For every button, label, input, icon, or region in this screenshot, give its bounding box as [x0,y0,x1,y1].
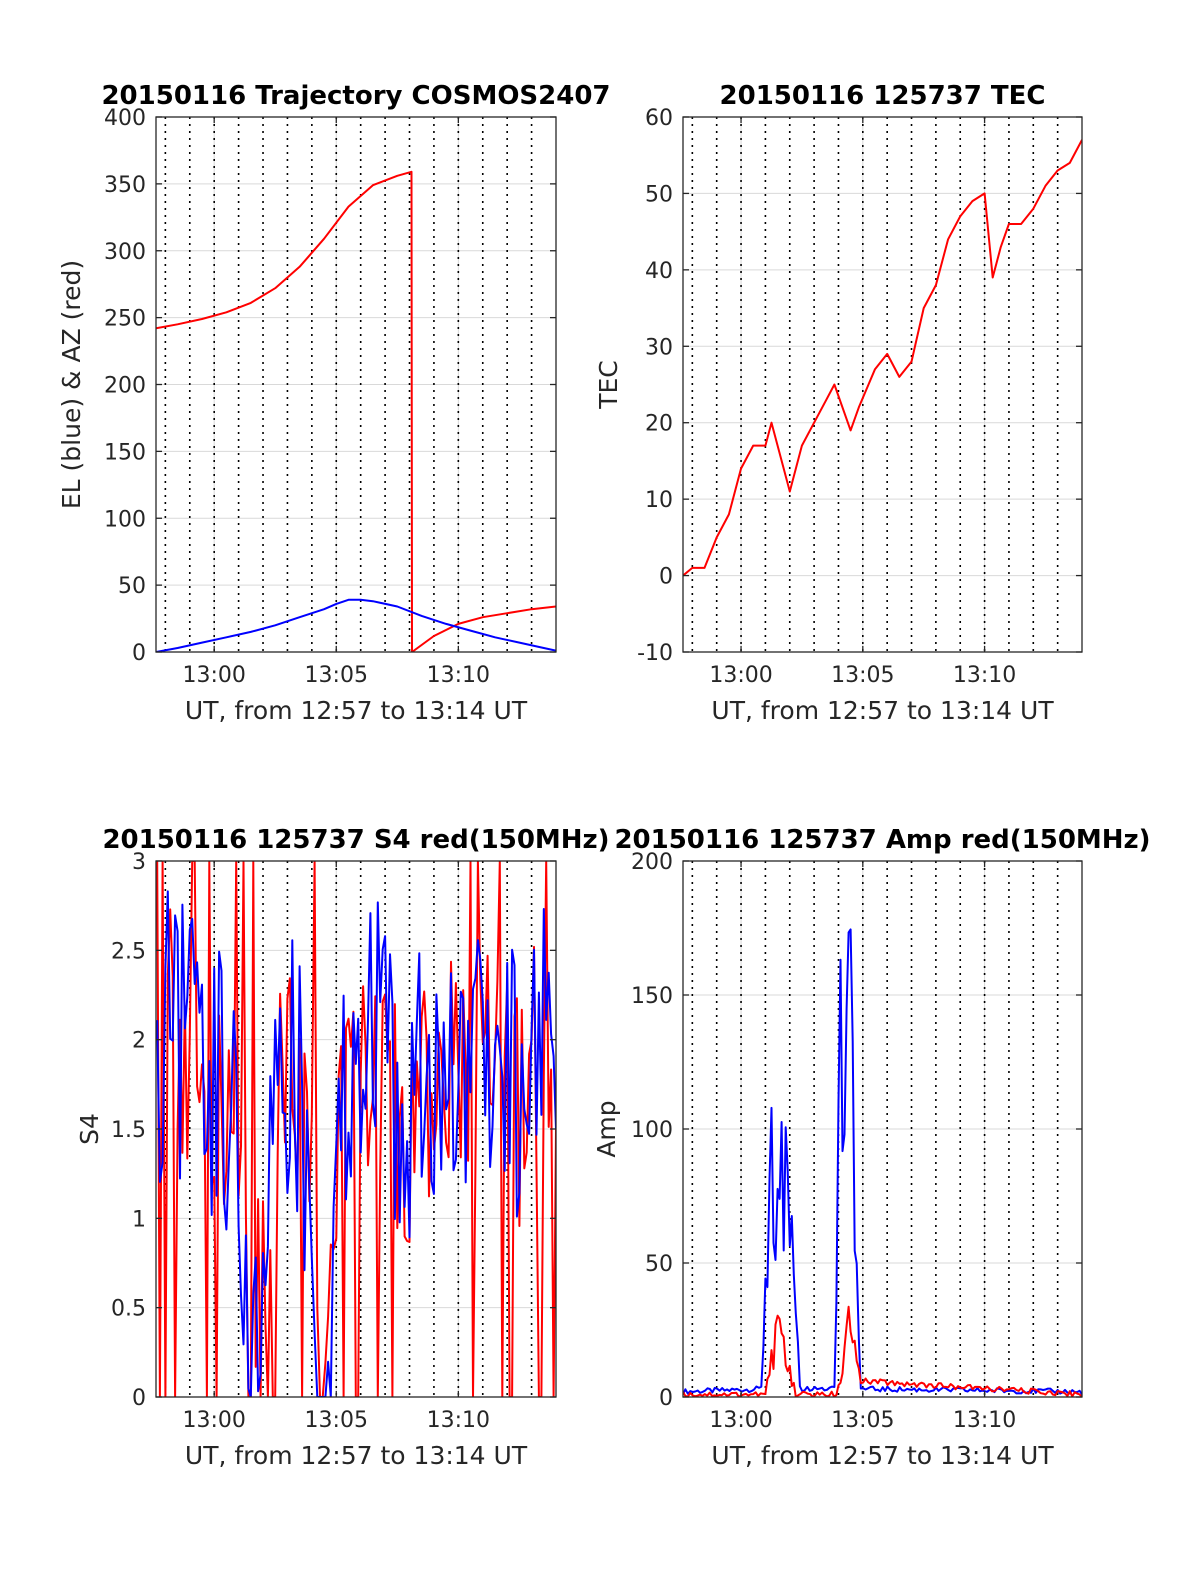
y-tick-label: 300 [104,240,146,265]
chart-title: 20150116 125737 TEC [720,81,1046,111]
y-tick-label: 50 [118,574,146,599]
y-tick-label: 200 [104,374,146,399]
x-tick-label: 13:00 [182,663,245,688]
y-tick-label: 2.5 [111,939,146,964]
x-tick-label: 13:10 [953,1408,1016,1433]
x-tick-label: 13:05 [831,1408,894,1433]
y-tick-label: 150 [631,984,673,1009]
y-tick-label: 0 [132,1386,146,1411]
chart-panel: 0 0.5 1 1.5 2 2.5 3 13:00 13:05 13:10 UT, from 12:… [75,825,610,1470]
y-tick-label: 2 [132,1029,146,1054]
series-blue-line [156,598,556,652]
y-tick-label: 350 [104,173,146,198]
y-tick-label: 3 [132,850,146,875]
x-tick-label: 13:10 [427,663,490,688]
y-axis-label: TEC [594,360,623,410]
x-axis-label: UT, from 12:57 to 13:14 UT [711,1441,1054,1470]
chart-title: 20150116 125737 S4 red(150MHz) [102,825,609,855]
x-axis-label: UT, from 12:57 to 13:14 UT [185,696,528,725]
y-tick-label: 10 [645,488,673,513]
y-tick-label: 250 [104,307,146,332]
plot-area [683,928,1082,1397]
x-tick-label: 13:05 [305,1408,368,1433]
y-tick-label: 0 [659,1386,673,1411]
chart-title: 20150116 125737 Amp red(150MHz) [614,825,1150,855]
x-tick-label: 13:00 [709,663,772,688]
y-tick-label: 100 [104,507,146,532]
series-red-line [156,170,556,652]
series-red-line [683,1305,1082,1397]
y-tick-label: 1.5 [111,1118,146,1143]
x-axis-label: UT, from 12:57 to 13:14 UT [711,696,1054,725]
y-axis-label: EL (blue) & AZ (red) [57,260,86,509]
x-tick-label: 13:00 [182,1408,245,1433]
y-axis-label: S4 [75,1113,104,1145]
y-tick-label: 0.5 [111,1297,146,1322]
x-tick-label: 13:05 [831,663,894,688]
y-tick-label: 0 [132,641,146,666]
x-tick-label: 13:00 [709,1408,772,1433]
y-tick-label: 20 [645,412,673,437]
y-tick-label: 1 [132,1207,146,1232]
y-tick-label: 50 [645,1252,673,1277]
y-tick-label: 30 [645,335,673,360]
chart-panel: 0 50 100 150 200 13:00 13:05 13:10 UT, from 12:5… [592,825,1151,1470]
y-axis-label: Amp [592,1100,621,1157]
y-tick-label: 0 [659,565,673,590]
y-tick-label: 100 [631,1118,673,1143]
x-tick-label: 13:10 [953,663,1016,688]
chart-panel: 0 50 100 150 200 250 300 350 400 13:00 13:05 13:10 U… [57,81,611,725]
plot-area [156,861,556,1397]
x-tick-label: 13:10 [427,1408,490,1433]
y-tick-label: 200 [631,850,673,875]
plot-area [156,170,556,652]
x-tick-label: 13:05 [305,663,368,688]
plot-area [683,139,1082,577]
series-blue-line [683,928,1082,1395]
y-tick-label: -10 [637,641,673,666]
chart-panel: -10 0 10 20 30 40 50 60 13:00 13:05 13:10 UT, from … [594,81,1083,725]
y-tick-label: 150 [104,440,146,465]
axes-box [682,116,1083,653]
y-tick-label: 60 [645,106,673,131]
y-tick-label: 400 [104,106,146,131]
x-axis-label: UT, from 12:57 to 13:14 UT [185,1441,528,1470]
chart-title: 20150116 Trajectory COSMOS2407 [101,81,610,111]
series-red-line [683,139,1082,577]
y-tick-label: 50 [645,182,673,207]
y-tick-label: 40 [645,259,673,284]
series-blue-line [156,890,556,1397]
